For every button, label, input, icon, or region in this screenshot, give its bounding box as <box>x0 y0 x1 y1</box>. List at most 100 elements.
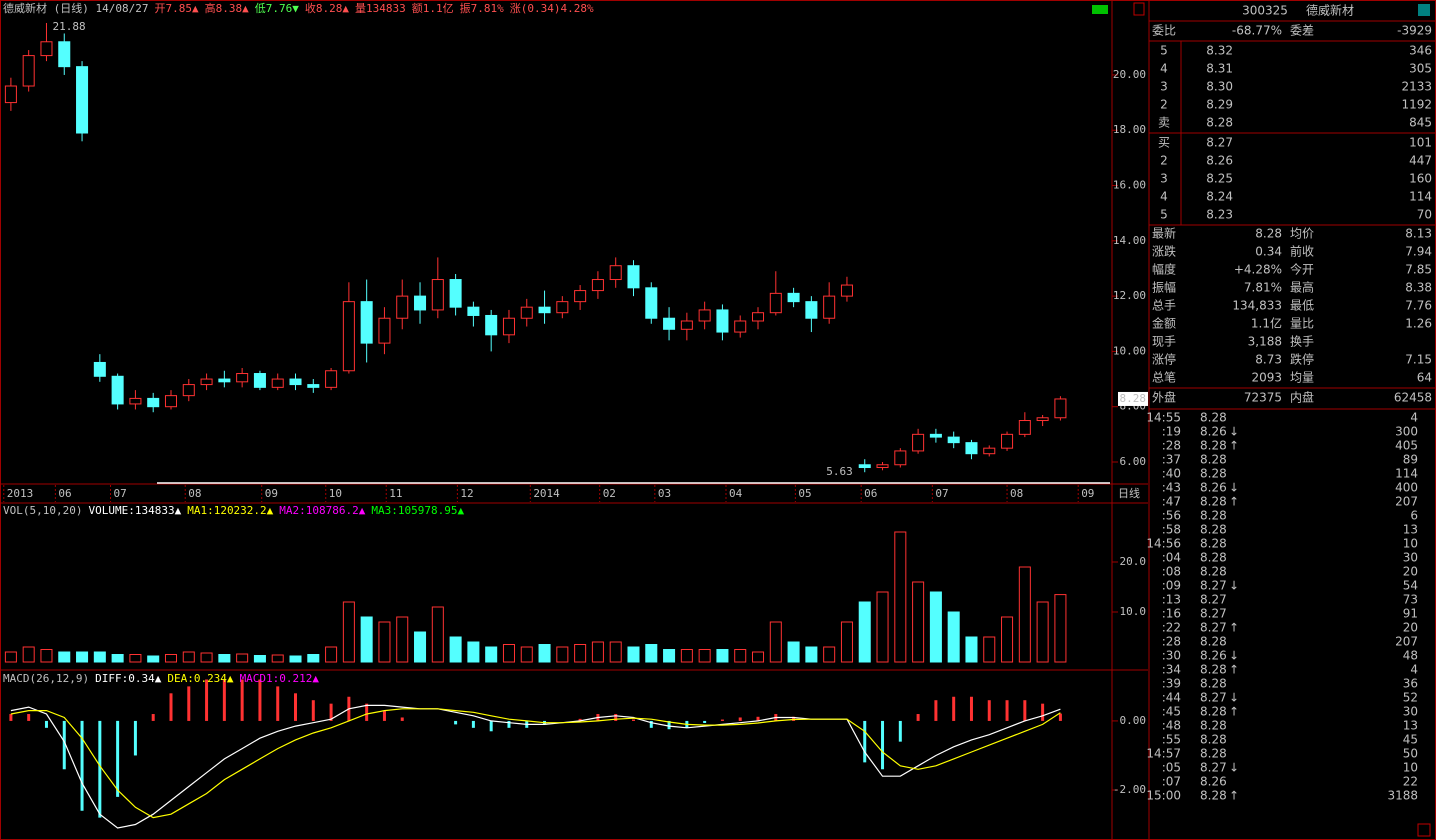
volume-bar <box>342 601 355 663</box>
volume-bar <box>645 644 658 663</box>
stat-value: 7.81% <box>1244 281 1282 295</box>
tick-price: 8.28 <box>1200 789 1227 803</box>
tick-time: :30 <box>1162 649 1181 663</box>
order-level: 买 <box>1158 136 1170 150</box>
tick-price: 8.27 <box>1200 621 1227 635</box>
volume-bar <box>182 651 195 663</box>
tick-volume: 400 <box>1395 481 1418 495</box>
tick-price: 8.28 <box>1200 733 1227 747</box>
tick-time: :28 <box>1162 635 1181 649</box>
stat-label: 跌停 <box>1290 352 1314 367</box>
volume-bar <box>129 654 142 663</box>
tick-time: 14:56 <box>1146 537 1181 551</box>
tick-price: 8.26 <box>1200 425 1227 439</box>
tick-price: 8.28 <box>1200 439 1227 453</box>
volume-bar <box>396 616 409 663</box>
x-tick-label: 2013 <box>7 487 34 500</box>
volume-bar <box>253 655 266 663</box>
volume-bar <box>556 646 569 663</box>
tick-volume: 20 <box>1403 621 1418 635</box>
stat-value: 7.85 <box>1405 263 1432 277</box>
toolbar-icon[interactable] <box>1133 2 1145 16</box>
tick-time: :05 <box>1162 761 1181 775</box>
tick-time: :09 <box>1162 579 1181 593</box>
tick-volume: 45 <box>1403 733 1418 747</box>
volume-bar <box>147 655 160 663</box>
x-tick-label: 07 <box>114 487 127 500</box>
stat-value: 8.73 <box>1255 353 1282 367</box>
candle-body <box>218 378 231 383</box>
tick-price: 8.28 <box>1200 495 1227 509</box>
order-level: 4 <box>1160 190 1168 204</box>
order-volume: 305 <box>1409 62 1432 76</box>
toolbar-icon[interactable] <box>1418 4 1430 16</box>
volume-bar <box>93 651 106 663</box>
candle-body <box>4 85 17 104</box>
tick-volume: 10 <box>1403 537 1418 551</box>
tick-price: 8.28 <box>1200 719 1227 733</box>
inner-value: 62458 <box>1394 391 1432 405</box>
y-tick-label: 14.00 <box>1113 234 1146 247</box>
tick-price: 8.28 <box>1200 467 1227 481</box>
order-level: 2 <box>1160 98 1168 112</box>
quote-lines <box>1149 20 1436 410</box>
candle-body <box>449 279 462 308</box>
tick-time: :19 <box>1162 425 1181 439</box>
tick-time: :39 <box>1162 677 1181 691</box>
y-tick-label: 10.0 <box>1120 605 1147 618</box>
outer-value: 72375 <box>1244 391 1282 405</box>
stat-value: 8.38 <box>1405 281 1432 295</box>
tick-time: 15:00 <box>1146 789 1181 803</box>
volume-bar <box>378 621 391 663</box>
tick-volume: 91 <box>1403 607 1418 621</box>
candle-body <box>912 433 925 452</box>
candle-body <box>325 370 338 388</box>
candle-body <box>1018 420 1031 435</box>
order-volume: 2133 <box>1401 80 1432 94</box>
stock-code: 300325 <box>1242 4 1288 18</box>
order-level: 卖 <box>1158 116 1170 130</box>
tick-price: 8.28 <box>1200 663 1227 677</box>
volume-bar <box>983 636 996 663</box>
candle-body <box>894 450 907 466</box>
x-tick-label: 02 <box>603 487 616 500</box>
candle-body <box>983 447 996 455</box>
volume-bar <box>414 631 427 663</box>
order-volume: 70 <box>1417 208 1432 222</box>
candle-body <box>76 66 89 134</box>
volume-bar <box>325 646 338 663</box>
volume-bar <box>858 601 871 663</box>
tick-time: 14:57 <box>1146 747 1181 761</box>
tick-direction: ↑ <box>1229 663 1239 677</box>
tick-price: 8.28 <box>1200 537 1227 551</box>
order-volume: 114 <box>1409 190 1432 204</box>
x-tick-label: 06 <box>58 487 71 500</box>
panel-header: VOL(5,10,20) VOLUME:134833▲ MA1:120232.2▲ M… <box>3 504 464 517</box>
x-tick-label: 07 <box>935 487 948 500</box>
last-price-label: 8.28 <box>1120 392 1147 405</box>
candle-body <box>823 295 836 319</box>
tick-price: 8.28 <box>1200 635 1227 649</box>
candle-body <box>520 306 533 319</box>
panel-header: 德威新材 (日线) 14/08/27 开7.85▲ 高8.38▲ 低7.76▼ 收8.2… <box>3 1 594 15</box>
tick-volume: 73 <box>1403 593 1418 607</box>
order-volume: 101 <box>1409 136 1432 150</box>
volume-bar <box>271 654 284 663</box>
tick-volume: 13 <box>1403 719 1418 733</box>
volume-bar <box>1054 594 1067 663</box>
toolbar-icon[interactable] <box>1092 5 1108 14</box>
volume-bar <box>218 654 231 663</box>
header-item: 德威新材 (日线) 14/08/27 <box>3 1 148 15</box>
candle-body <box>645 287 658 319</box>
tick-volume: 4 <box>1410 663 1418 677</box>
order-price: 8.28 <box>1206 116 1233 130</box>
order-level: 5 <box>1160 208 1168 222</box>
tick-price: 8.27 <box>1200 593 1227 607</box>
header-item: VOLUME:134833▲ <box>88 504 181 517</box>
volume-bar <box>502 644 515 663</box>
scroll-button[interactable] <box>1417 823 1431 837</box>
candle-body <box>111 375 124 405</box>
volume-bar <box>76 651 89 663</box>
tick-time: :47 <box>1162 495 1181 509</box>
